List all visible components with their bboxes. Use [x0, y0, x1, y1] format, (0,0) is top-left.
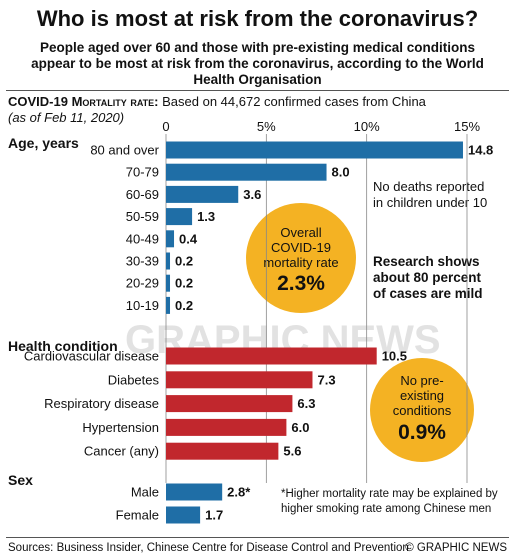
- bar: [166, 347, 377, 365]
- overall-rate-label: Overall COVID-19 mortality rate: [263, 225, 339, 270]
- category-label: Diabetes: [108, 372, 160, 387]
- x-tick-label: 15%: [454, 119, 480, 134]
- x-tick-label: 5%: [257, 119, 276, 134]
- bar: [166, 506, 201, 524]
- data-label: 10.5: [382, 349, 407, 364]
- rate-label: COVID-19 Mortality rate:: [8, 94, 159, 109]
- data-label: 14.8: [468, 143, 493, 158]
- footer-divider: [6, 537, 509, 538]
- category-label: Cardiovascular disease: [24, 349, 159, 364]
- bar: [166, 418, 287, 436]
- bar: [166, 395, 293, 413]
- rate-text: Based on 44,672 confirmed cases from Chi…: [162, 94, 426, 109]
- x-tick-label: 0: [162, 119, 169, 134]
- bar: [166, 141, 463, 159]
- rate-line: COVID-19 Mortality rate: Based on 44,672…: [8, 94, 426, 109]
- smoking-note: *Higher mortality rate may be explained …: [281, 488, 498, 515]
- sources: Sources: Business Insider, Chinese Centr…: [8, 542, 409, 554]
- no-conditions-bubble: No pre-existing conditions 0.9%: [370, 358, 474, 462]
- no-conditions-label: No pre-existing conditions: [392, 373, 452, 418]
- category-label: 10-19: [126, 298, 159, 313]
- data-label: 0.4: [179, 231, 198, 246]
- header-divider: [6, 90, 509, 91]
- section-header: Health condition: [8, 338, 118, 354]
- credit: © GRAPHIC NEWS: [405, 542, 507, 554]
- category-label: 80 and over: [90, 143, 159, 158]
- category-label: 60-69: [126, 187, 159, 202]
- bar: [166, 274, 171, 292]
- category-label: 30-39: [126, 254, 159, 269]
- bar: [166, 185, 239, 203]
- data-label: 7.3: [317, 372, 335, 387]
- category-label: Cancer (any): [84, 444, 159, 459]
- bar: [166, 163, 327, 181]
- data-label: 0.2: [175, 298, 193, 313]
- bar: [166, 208, 193, 226]
- x-tick-label: 10%: [354, 119, 380, 134]
- data-label: 0.2: [175, 276, 193, 291]
- category-label: 40-49: [126, 231, 159, 246]
- research-note: Research shows about 80 percent of cases…: [373, 254, 483, 301]
- children-note: No deaths reported in children under 10: [373, 179, 488, 210]
- bar: [166, 442, 279, 460]
- data-label: 0.2: [175, 254, 193, 269]
- bar: [166, 371, 313, 389]
- bar: [166, 296, 171, 314]
- category-label: Male: [131, 485, 159, 500]
- page-title: Who is most at risk from the coronavirus…: [36, 6, 479, 31]
- data-label: 6.0: [291, 420, 309, 435]
- subtitle: People aged over 60 and those with pre-e…: [31, 40, 484, 87]
- as-of-date: (as of Feb 11, 2020): [8, 110, 125, 125]
- category-label: 20-29: [126, 276, 159, 291]
- data-label: 3.6: [243, 187, 261, 202]
- category-label: 70-79: [126, 165, 159, 180]
- section-header: Age, years: [8, 135, 79, 151]
- data-label: 6.3: [297, 396, 315, 411]
- overall-rate-value: 2.3%: [277, 272, 325, 295]
- category-label: Female: [116, 508, 159, 523]
- category-label: 50-59: [126, 209, 159, 224]
- overall-rate-bubble: Overall COVID-19 mortality rate 2.3%: [246, 203, 356, 313]
- data-label: 5.6: [283, 444, 301, 459]
- bar: [166, 483, 223, 501]
- category-label: Hypertension: [82, 420, 159, 435]
- category-label: Respiratory disease: [44, 396, 159, 411]
- bar: [166, 230, 175, 248]
- bar: [166, 252, 171, 270]
- data-label: 8.0: [332, 165, 350, 180]
- data-label: 2.8*: [227, 485, 251, 500]
- data-label: 1.3: [197, 209, 215, 224]
- no-conditions-value: 0.9%: [398, 421, 446, 444]
- data-label: 1.7: [205, 508, 223, 523]
- section-header: Sex: [8, 472, 33, 488]
